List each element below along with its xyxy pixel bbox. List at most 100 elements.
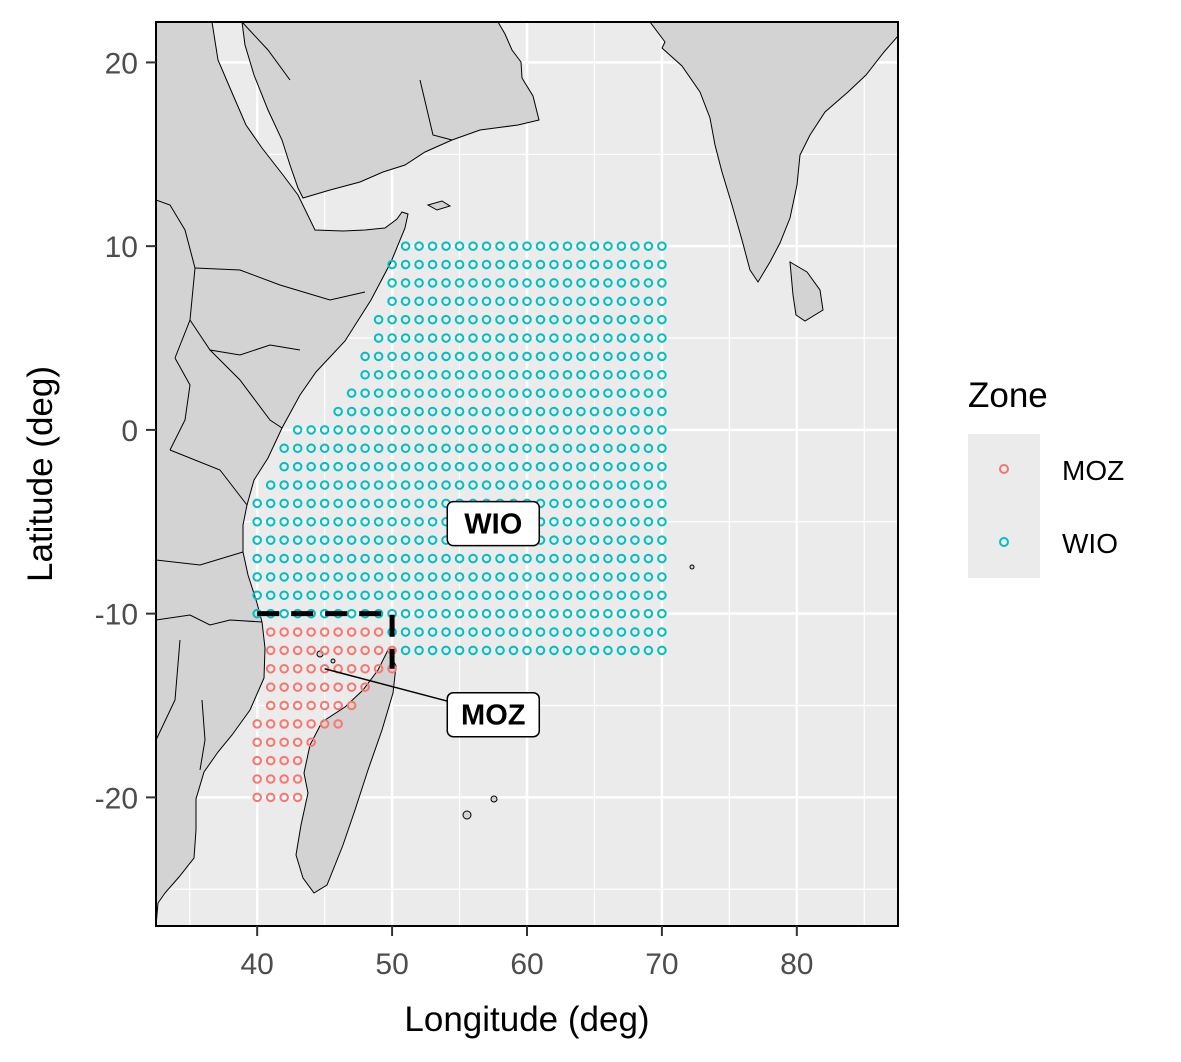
wio-grid-point (576, 314, 586, 325)
legend-key-wio (999, 537, 1009, 547)
wio-grid-point (292, 535, 303, 545)
wio-grid-point (562, 498, 573, 509)
wio-grid-point (535, 425, 546, 435)
wio-grid-point (333, 406, 343, 417)
wio-grid-point (495, 406, 505, 417)
wio-grid-point (387, 314, 397, 325)
wio-grid-point (603, 259, 613, 270)
x-tick-label: 80 (780, 948, 813, 981)
wio-grid-point (279, 461, 289, 472)
moz-grid-point (279, 700, 289, 711)
wio-grid-point (441, 278, 451, 288)
moz-grid-point (319, 663, 330, 674)
wio-grid-point (549, 241, 559, 251)
wio-grid-point (481, 278, 492, 288)
wio-grid-point (576, 351, 586, 362)
wio-grid-point (360, 443, 370, 454)
wio-grid-point (630, 388, 640, 398)
wio-grid-point (333, 553, 343, 564)
wio-grid-point (643, 333, 654, 343)
wio-grid-point (252, 553, 262, 564)
wio-grid-point (657, 406, 667, 417)
wio-grid-point (454, 333, 465, 343)
wio-grid-point (481, 590, 492, 601)
wio-grid-point (576, 645, 586, 656)
moz-grid-point (319, 700, 330, 711)
wio-grid-point (346, 425, 357, 435)
wio-grid-point (373, 498, 384, 509)
wio-grid-point (468, 406, 478, 417)
wio-grid-point (522, 314, 532, 325)
wio-grid-point (603, 608, 613, 619)
wio-grid-point (616, 241, 627, 251)
wio-grid-point (427, 259, 438, 270)
wio-grid-point (346, 406, 357, 417)
wio-grid-point (576, 388, 586, 398)
wio-grid-point (427, 645, 438, 656)
wio-grid-point (657, 278, 667, 288)
wio-grid-point (346, 535, 357, 545)
wio-grid-point (535, 241, 546, 251)
wio-grid-point (414, 535, 424, 545)
wio-grid-point (427, 535, 438, 545)
wio-grid-point (333, 516, 343, 527)
wio-grid-point (630, 278, 640, 288)
wio-grid-point (616, 590, 627, 601)
wio-grid-point (387, 443, 397, 454)
wio-grid-point (576, 425, 586, 435)
wio-grid-point (630, 241, 640, 251)
wio-grid-point (441, 480, 451, 490)
wio-grid-point (549, 425, 559, 435)
wio-grid-point (454, 314, 465, 325)
wio-grid-point (360, 553, 370, 564)
wio-grid-point (454, 461, 465, 472)
wio-grid-point (387, 259, 397, 270)
wio-grid-point (414, 645, 424, 656)
legend-label-moz: MOZ (1062, 455, 1124, 486)
wio-grid-point (589, 241, 600, 251)
wio-grid-point (441, 388, 451, 398)
wio-grid-point (643, 314, 654, 325)
wio-grid-point (468, 572, 478, 582)
wio-grid-point (616, 480, 627, 490)
wio-grid-point (319, 572, 330, 582)
wio-grid-point (589, 461, 600, 472)
wio-grid-point (400, 590, 411, 601)
moz-grid-point (346, 682, 357, 692)
wio-grid-point (400, 535, 411, 545)
wio-grid-point (535, 645, 546, 656)
wio-grid-point (400, 498, 411, 509)
wio-grid-point (589, 480, 600, 490)
wio-grid-point (657, 241, 667, 251)
wio-grid-point (400, 425, 411, 435)
moz-grid-point (279, 719, 289, 729)
wio-grid-point (549, 535, 559, 545)
wio-grid-point (616, 425, 627, 435)
wio-grid-point (387, 388, 397, 398)
moz-grid-point (360, 627, 370, 637)
wio-grid-point (468, 627, 478, 637)
wio-grid-point (576, 480, 586, 490)
wio-grid-point (306, 572, 316, 582)
wio-grid-point (427, 351, 438, 362)
wio-grid-point (603, 645, 613, 656)
wio-grid-point (414, 461, 424, 472)
wio-grid-point (306, 590, 316, 601)
wio-grid-point (252, 516, 262, 527)
wio-grid-point (414, 406, 424, 417)
moz-grid-point (292, 645, 303, 656)
land-mayotte (330, 658, 336, 664)
wio-grid-point (643, 590, 654, 601)
wio-grid-point (319, 461, 330, 472)
moz-grid-point (306, 627, 316, 637)
wio-grid-point (481, 314, 492, 325)
wio-grid-point (535, 443, 546, 454)
legend: Zone MOZ WIO (968, 376, 1124, 578)
wio-grid-point (373, 516, 384, 527)
wio-grid-point (400, 314, 411, 325)
annotations: WIO MOZ (324, 500, 541, 738)
wio-grid-point (562, 351, 573, 362)
moz-grid-point (279, 737, 289, 748)
wio-grid-point (427, 516, 438, 527)
wio-grid-point (508, 461, 519, 472)
